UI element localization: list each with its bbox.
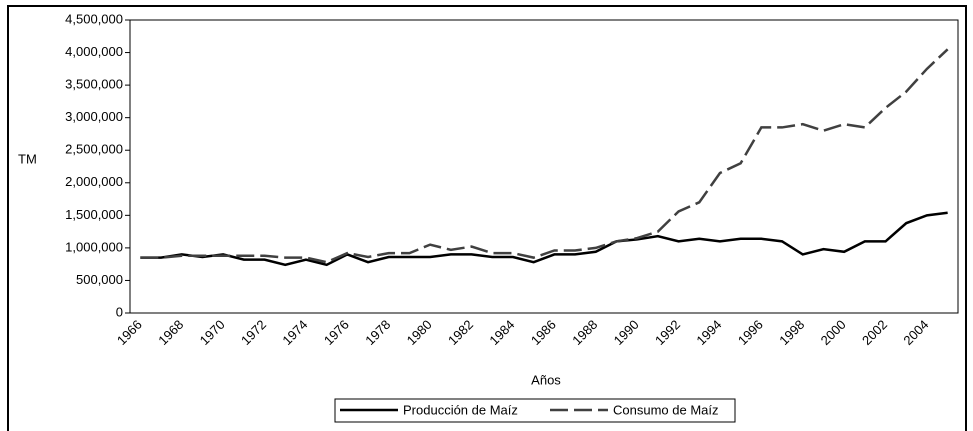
y-tick-label: 4,500,000 — [65, 11, 123, 26]
legend-label: Producción de Maíz — [403, 402, 518, 417]
y-axis-title: TM — [18, 151, 37, 166]
y-tick-label: 4,000,000 — [65, 44, 123, 59]
y-tick-label: 3,500,000 — [65, 77, 123, 92]
y-tick-label: 2,000,000 — [65, 174, 123, 189]
y-tick-label: 1,000,000 — [65, 239, 123, 254]
series-line — [140, 211, 948, 267]
y-tick-label: 0 — [116, 304, 123, 319]
y-tick-label: 500,000 — [76, 272, 123, 287]
y-tick-label: 2,500,000 — [65, 142, 123, 157]
legend-label: Consumo de Maíz — [613, 402, 719, 417]
y-tick-label: 3,000,000 — [65, 109, 123, 124]
x-axis-title: Años — [531, 372, 561, 387]
plot-area — [129, 19, 959, 314]
series-line — [140, 48, 949, 264]
y-tick-label: 1,500,000 — [65, 207, 123, 222]
legend-box — [334, 398, 736, 423]
